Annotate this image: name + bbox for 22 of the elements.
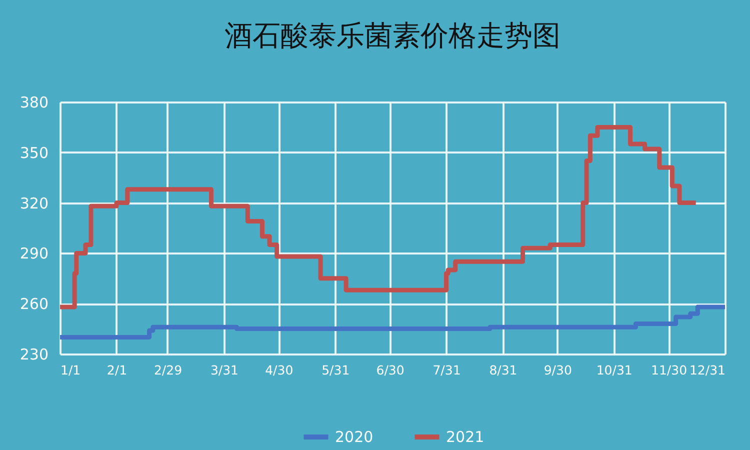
y-tick-label: 380 [20,94,48,112]
x-tick-label: 4/30 [265,362,294,378]
x-tick-label: 8/31 [489,362,518,378]
y-tick-label: 230 [20,346,48,364]
x-tick-label: 11/30 [651,362,688,378]
legend-label: 2020 [335,428,374,446]
legend-label: 2021 [446,428,484,446]
x-tick-label: 6/30 [376,362,404,378]
y-tick-label: 350 [20,144,48,162]
x-tick-label: 12/31 [689,362,726,378]
x-tick-label: 7/31 [432,362,461,378]
y-tick-label: 290 [20,244,48,263]
x-tick-label: 2/1 [106,362,128,378]
x-tick-label: 5/31 [322,362,350,378]
y-tick-label: 260 [20,295,48,314]
chart-title: 酒石酸泰乐菌素价格走势图 [224,19,560,52]
x-tick-label: 3/31 [210,362,239,378]
x-tick-label: 10/31 [596,362,632,378]
x-tick-label: 1/1 [60,362,81,378]
x-tick-label: 9/30 [544,362,572,378]
x-tick-label: 2/29 [154,362,182,378]
y-tick-label: 320 [20,194,48,212]
